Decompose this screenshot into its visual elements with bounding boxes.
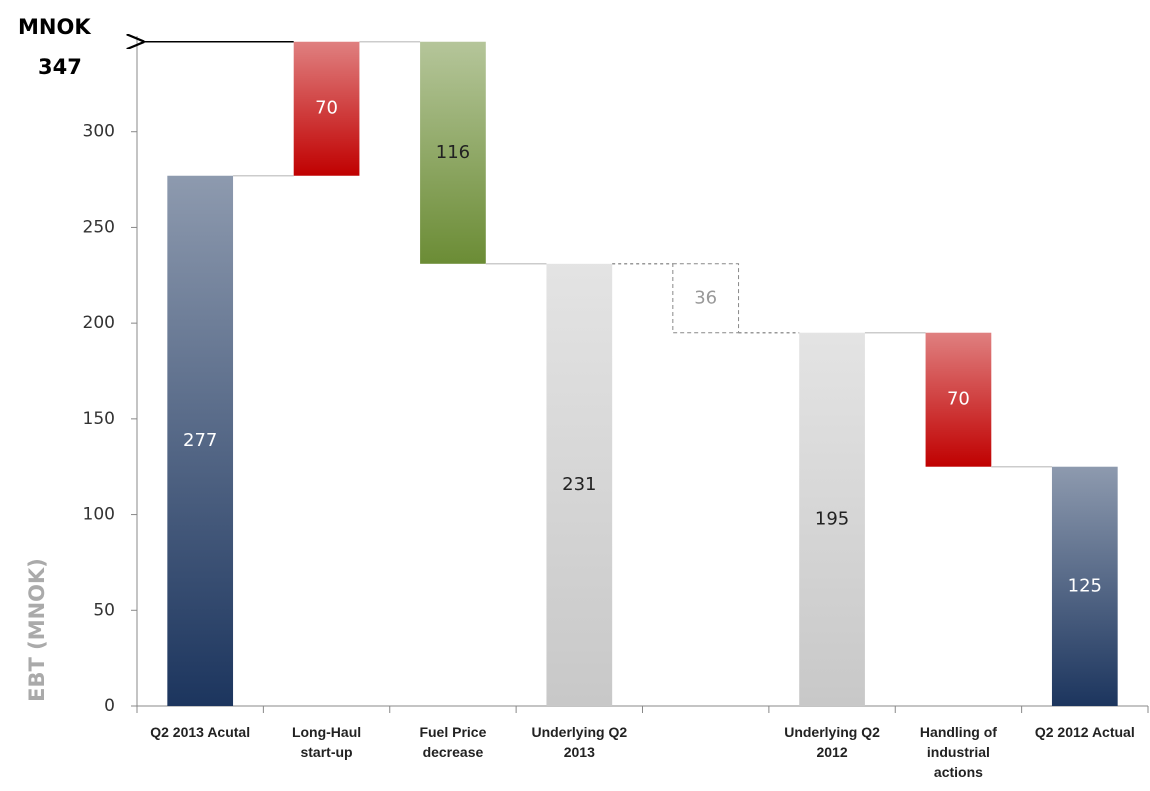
bar bbox=[420, 41, 486, 264]
data-label: 36 bbox=[694, 287, 717, 308]
data-label: 125 bbox=[1068, 575, 1102, 596]
bar bbox=[546, 263, 613, 706]
x-tick-label: Underlying Q2 2013 bbox=[531, 724, 628, 760]
y-tick-label: 250 bbox=[83, 217, 115, 237]
bar bbox=[293, 41, 360, 176]
y-tick-label: 100 bbox=[83, 505, 115, 525]
x-tick-label: Q2 2013 Acutal bbox=[150, 724, 251, 740]
data-label: 277 bbox=[183, 430, 217, 451]
data-label: 195 bbox=[815, 508, 849, 529]
bar bbox=[672, 263, 740, 334]
y-axis-label: EBT (MNOK) bbox=[25, 558, 49, 702]
x-tick-label: Underlying Q2 2012 bbox=[784, 724, 880, 760]
bar bbox=[167, 175, 234, 706]
y-tick-label: 300 bbox=[83, 122, 115, 142]
annotation-unit: MNOK bbox=[18, 15, 91, 39]
data-label: 70 bbox=[947, 389, 970, 410]
y-tick-label: 0 bbox=[104, 696, 115, 716]
annotation-value: 347 bbox=[38, 55, 82, 79]
data-label: 231 bbox=[562, 474, 596, 495]
data-label: 116 bbox=[436, 142, 470, 163]
x-tick-label: Q2 2012 Actual bbox=[1034, 724, 1135, 740]
x-tick-label: Fuel Price decrease bbox=[419, 724, 487, 760]
bar bbox=[925, 332, 992, 467]
y-tick-label: 150 bbox=[83, 409, 115, 429]
y-tick-label: 200 bbox=[83, 313, 115, 333]
x-tick-label: Handling of industrial actions bbox=[919, 724, 997, 780]
x-tick-label: Long-Haul start-up bbox=[291, 724, 362, 760]
bar bbox=[799, 332, 865, 706]
data-label: 70 bbox=[315, 98, 338, 119]
bar bbox=[1051, 466, 1118, 706]
y-tick-label: 50 bbox=[93, 600, 115, 620]
